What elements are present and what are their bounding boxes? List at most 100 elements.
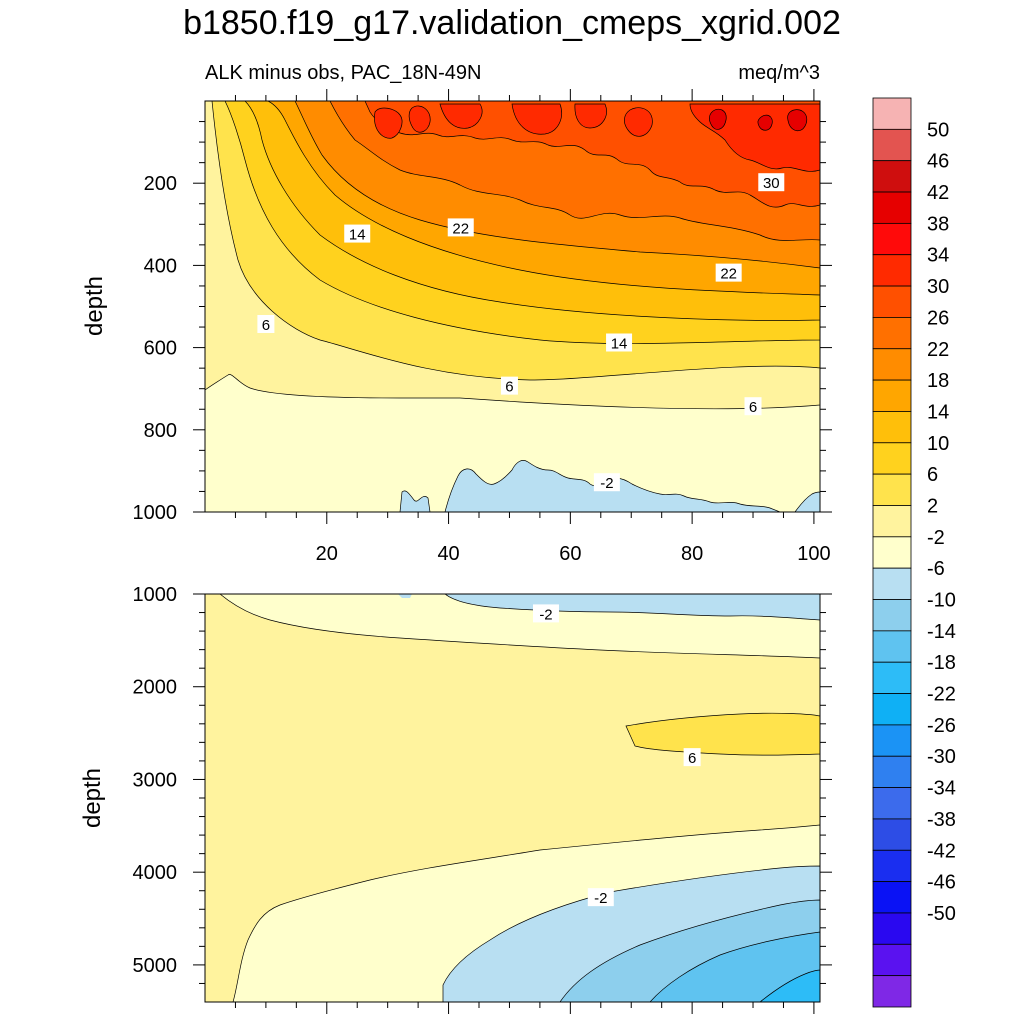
contour-label: 22 [447,218,474,237]
contour-label-bg [500,376,518,395]
colorbar-swatch [872,912,912,945]
colorbar-swatch [872,755,912,788]
colorbar-swatch [872,411,912,444]
colorbar-label: 14 [927,401,949,423]
colorbar-swatch [872,285,912,318]
contour-label-bg [593,473,620,492]
upper-region-38plus-patches [709,108,808,132]
colorbar-swatch [872,128,912,162]
colorbar-label: -38 [927,809,956,831]
colorbar-label: -42 [927,840,956,862]
contour-label-text: -2 [539,606,552,623]
colorbar-label: 2 [927,495,938,517]
colorbar-swatch [872,630,912,663]
upper-negative-region [399,490,431,512]
upper-ytick-label: 600 [144,338,177,360]
contour-label-text: 6 [505,379,513,396]
upper-xtick-label: 40 [437,543,459,565]
contour-label: 14 [344,224,371,244]
contour-label-text: 22 [720,266,737,283]
upper-xtick-label: 100 [797,543,830,565]
main-title: b1850.f19_g17.validation_cmeps_xgrid.002 [183,4,841,42]
colorbar-swatch [872,348,912,381]
colorbar-swatch [872,881,912,914]
lower-ytick-label: 1000 [133,584,178,606]
colorbar-swatch [872,849,912,883]
colorbar-swatch [872,818,912,851]
contour-label-bg [532,604,559,623]
upper-xtick-label: 80 [681,543,703,565]
colorbar-label: -18 [927,652,956,674]
colorbar-label: 42 [927,182,949,204]
colorbar-swatch [872,254,912,287]
contour-label: 22 [715,263,742,283]
lower-region-neg6to-2-top-small [398,594,412,598]
lower-ylabel: depth [79,768,106,828]
contour-label-text: -2 [600,475,613,492]
contour-label: 6 [257,314,275,334]
contour-label-bg [606,333,633,352]
contour-label: 14 [606,333,633,352]
contour-label-text: 6 [262,317,270,334]
contour-label-bg [758,173,785,192]
colorbar-swatch [872,975,912,1008]
colorbar-label: 6 [927,464,938,486]
colorbar-swatch [872,724,912,757]
contour-label-bg [587,888,614,907]
contour-label: -2 [587,888,614,907]
upper-ticks [193,89,832,524]
lower-ticks [193,593,832,1014]
patch-3 [439,103,483,129]
contour-label-text: 14 [611,335,628,352]
colorbar-label: -26 [927,715,956,737]
colorbar-label: 18 [927,370,949,392]
colorbar-swatch [872,473,912,506]
patch-5 [574,103,607,129]
contour-label: -2 [593,473,620,492]
colorbar-label: -22 [927,684,956,706]
colorbar-swatch [872,97,912,130]
colorbar-swatch [872,442,912,475]
contour-label-bg [447,218,474,237]
colorbar-label: 50 [927,119,949,141]
contour-label: -2 [532,604,559,623]
upper-region-30to34 [364,101,820,208]
colorbar-swatch [872,191,912,224]
colorbar-swatch [872,536,912,569]
colorbar-label: -34 [927,778,956,800]
lower-ytick-label: 2000 [133,677,178,699]
colorbar-label: 38 [927,213,949,235]
colorbar-label: 34 [927,245,949,267]
colorbar-swatch [872,379,912,412]
patch-a [709,108,727,130]
contour-labels: 30 22 14 22 6 14 6 6 -2 -2 6 -2 [257,173,785,907]
contour-label-text: 6 [688,750,696,767]
colorbar-swatch [872,661,912,694]
upper-panel [205,101,820,512]
upper-ytick-label: 200 [144,173,177,195]
colorbar-label: 30 [927,276,949,298]
patch-2 [408,105,431,133]
patch-b [757,114,773,131]
colorbar-swatch [872,567,912,600]
contour-label-text: -2 [594,890,607,907]
patch-1 [374,107,403,139]
lower-region-neg14to-10-bottom [649,931,820,1002]
lower-region-neg18to-14-bottom [759,969,820,1002]
contour-label: 6 [744,397,762,416]
contour-label: 6 [500,376,518,396]
upper-ytick-label: 800 [144,420,177,442]
colorbar-label: -30 [927,746,956,768]
upper-xtick-label: 20 [316,543,338,565]
patch-4 [511,103,562,135]
colorbar-swatch [872,160,912,193]
colorbar-swatch [872,505,912,538]
colorbar-swatch [872,943,912,977]
upper-xtick-label: 60 [559,543,581,565]
subtitle-variable: ALK minus obs, PAC_18N-49N [205,62,482,84]
lower-region-neg6to-2-top [444,594,820,621]
upper-ytick-label: 400 [144,255,177,277]
tick-labels: 20 40 60 80 100 200 400 600 800 1000 1000 2000 3000 4… [133,173,831,977]
